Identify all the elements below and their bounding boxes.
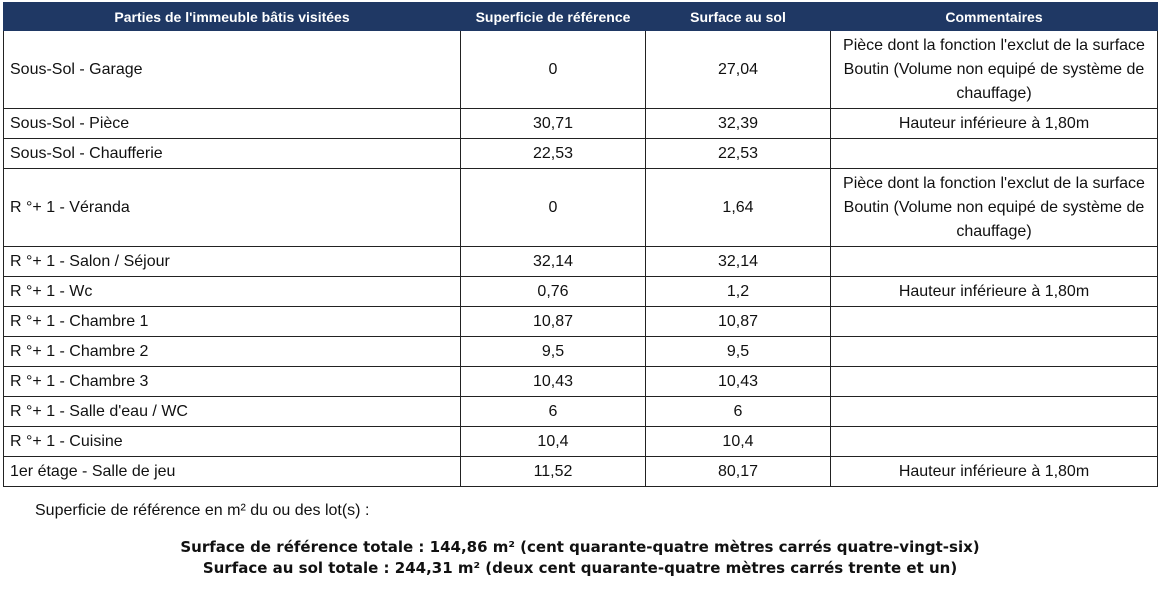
table-cell: 27,04 [645, 30, 831, 109]
table-cell: Pièce dont la fonction l'exclut de la su… [830, 168, 1158, 247]
table-cell: Hauteur inférieure à 1,80m [830, 456, 1158, 487]
table-cell: Sous-Sol - Chaufferie [3, 138, 461, 169]
header-cell: Superficie de référence [460, 2, 646, 31]
table-row: R °+ 1 - Chambre 2 9,5 9,5 [3, 336, 1158, 367]
table-cell: R °+ 1 - Chambre 3 [3, 366, 461, 397]
table-cell: 1,2 [645, 276, 831, 307]
area-table: Parties de l'immeuble bâtis visitées Supe… [3, 2, 1158, 487]
header-cell: Parties de l'immeuble bâtis visitées [3, 2, 461, 31]
table-cell: 32,39 [645, 108, 831, 139]
table-cell: 9,5 [645, 336, 831, 367]
table-cell [830, 396, 1158, 427]
table-cell: R °+ 1 - Wc [3, 276, 461, 307]
table-cell: 10,87 [645, 306, 831, 337]
table-cell: R °+ 1 - Cuisine [3, 426, 461, 457]
header-row: Parties de l'immeuble bâtis visitées Supe… [3, 2, 1158, 31]
table-cell: 6 [645, 396, 831, 427]
table-cell: R °+ 1 - Chambre 1 [3, 306, 461, 337]
table-cell [830, 306, 1158, 337]
table-cell: 0,76 [460, 276, 646, 307]
table-row: R °+ 1 - Véranda 0 1,64 Pièce dont la fonct… [3, 168, 1158, 247]
table-cell: 1er étage - Salle de jeu [3, 456, 461, 487]
table-cell: 32,14 [460, 246, 646, 277]
table-row: Sous-Sol - Chaufferie 22,53 22,53 [3, 138, 1158, 169]
table-cell: 11,52 [460, 456, 646, 487]
table-cell [830, 426, 1158, 457]
table-cell: 22,53 [460, 138, 646, 169]
table-row: Sous-Sol - Garage 0 27,04 Pièce dont la fon… [3, 30, 1158, 109]
table-cell: 32,14 [645, 246, 831, 277]
table-cell: Pièce dont la fonction l'exclut de la su… [830, 30, 1158, 109]
table-cell: 10,43 [645, 366, 831, 397]
total-reference: Surface de référence totale : 144,86 m² … [180, 538, 980, 556]
table-cell: Sous-Sol - Garage [3, 30, 461, 109]
footer-intro: Superficie de référence en m² du ou des … [35, 502, 370, 519]
table-row: R °+ 1 - Cuisine 10,4 10,4 [3, 426, 1158, 457]
table-cell: R °+ 1 - Salle d'eau / WC [3, 396, 461, 427]
table-row: R °+ 1 - Salle d'eau / WC 6 6 [3, 396, 1158, 427]
header-cell: Surface au sol [645, 2, 831, 31]
table-cell [830, 246, 1158, 277]
table-cell: R °+ 1 - Véranda [3, 168, 461, 247]
table-cell: 1,64 [645, 168, 831, 247]
table-cell: 10,4 [460, 426, 646, 457]
table-row: R °+ 1 - Chambre 3 10,43 10,43 [3, 366, 1158, 397]
table-cell: 9,5 [460, 336, 646, 367]
table-cell: 10,43 [460, 366, 646, 397]
table-cell: 6 [460, 396, 646, 427]
table-row: Sous-Sol - Pièce 30,71 32,39 Hauteur inféri… [3, 108, 1158, 139]
table-cell: 30,71 [460, 108, 646, 139]
table-cell [830, 336, 1158, 367]
table-cell: Hauteur inférieure à 1,80m [830, 276, 1158, 307]
table-cell: Sous-Sol - Pièce [3, 108, 461, 139]
table-body: Sous-Sol - Garage 0 27,04 Pièce dont la fon… [3, 30, 1158, 487]
table-row: R °+ 1 - Wc 0,76 1,2 Hauteur inférieure à 1… [3, 276, 1158, 307]
total-sol: Surface au sol totale : 244,31 m² (deux … [202, 559, 958, 577]
table-cell: 0 [460, 30, 646, 109]
table-cell: R °+ 1 - Salon / Séjour [3, 246, 461, 277]
table-row: 1er étage - Salle de jeu 11,52 80,17 Hauteu… [3, 456, 1158, 487]
table-cell [830, 366, 1158, 397]
table-row: R °+ 1 - Salon / Séjour 32,14 32,14 [3, 246, 1158, 277]
table-cell: 22,53 [645, 138, 831, 169]
table-cell: 0 [460, 168, 646, 247]
table-cell: 80,17 [645, 456, 831, 487]
table-cell: Hauteur inférieure à 1,80m [830, 108, 1158, 139]
table-cell: 10,4 [645, 426, 831, 457]
table-cell: R °+ 1 - Chambre 2 [3, 336, 461, 367]
table-cell [830, 138, 1158, 169]
table-cell: 10,87 [460, 306, 646, 337]
header-cell: Commentaires [830, 2, 1158, 31]
table-row: R °+ 1 - Chambre 1 10,87 10,87 [3, 306, 1158, 337]
